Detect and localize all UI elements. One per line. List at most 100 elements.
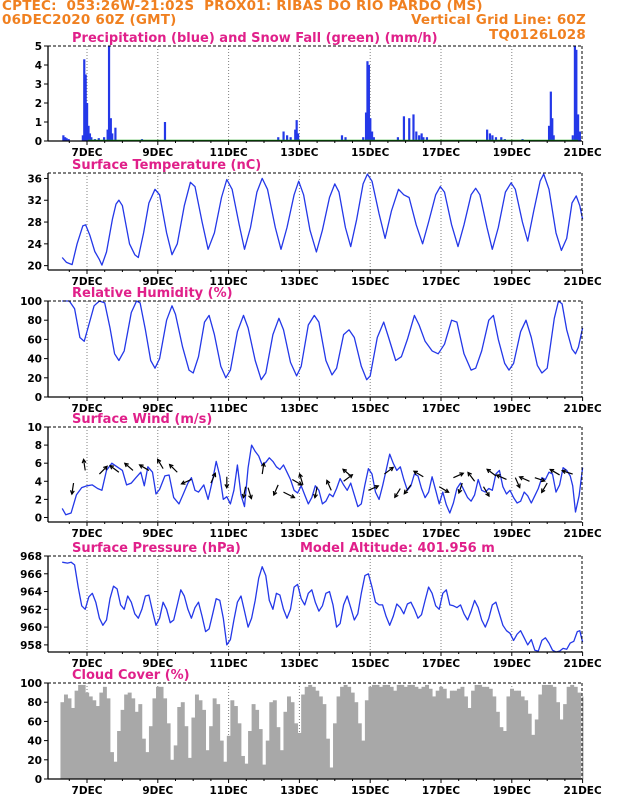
wind-arrow bbox=[343, 474, 353, 482]
cloud-bar bbox=[276, 727, 281, 779]
wind-arrow-head bbox=[516, 483, 521, 489]
wind-arrow bbox=[124, 462, 134, 471]
humidity-title: Relative Humidity (%) bbox=[72, 286, 233, 301]
cloud-bar bbox=[166, 723, 171, 779]
cloud-bar bbox=[556, 702, 560, 779]
cloud-cover-xtick-label: 7DEC bbox=[72, 785, 103, 797]
wind-arrow bbox=[519, 476, 530, 482]
cloud-bar bbox=[460, 686, 465, 779]
pressure-title: Surface Pressure (hPa) bbox=[72, 541, 241, 556]
pressure-xtick-label: 19DEC bbox=[493, 658, 532, 670]
cloud-bar bbox=[99, 692, 104, 779]
wind-xtick-label: 17DEC bbox=[422, 528, 461, 540]
temperature-ytick-label: 20 bbox=[27, 261, 42, 273]
cloud-cover-ytick-label: 80 bbox=[27, 697, 42, 709]
cloud-bar bbox=[435, 690, 440, 779]
cloud-bar bbox=[347, 686, 352, 779]
precip-bar bbox=[369, 118, 372, 141]
cloud-bar bbox=[113, 761, 118, 779]
wind-arrow bbox=[181, 478, 192, 485]
cloud-bar bbox=[106, 698, 111, 779]
cloud-cover-xtick-label: 21DEC bbox=[563, 785, 602, 797]
cloud-bar bbox=[552, 686, 557, 779]
humidity-ytick-label: 60 bbox=[27, 334, 42, 346]
cloud-bar bbox=[262, 764, 267, 779]
humidity-ytick-label: 20 bbox=[27, 373, 42, 385]
wind-arrow bbox=[562, 470, 573, 475]
wind-arrow-head bbox=[272, 490, 278, 497]
wind-arrow-head bbox=[389, 466, 395, 472]
precipitation-ytick-label: 0 bbox=[35, 136, 42, 148]
cloud-bar bbox=[566, 686, 571, 779]
precip-bar bbox=[277, 137, 280, 141]
precip-bar bbox=[494, 137, 498, 141]
cloud-cover-xtick-label: 19DEC bbox=[493, 785, 532, 797]
humidity-xtick-label: 21DEC bbox=[563, 403, 602, 415]
precip-bar bbox=[344, 137, 347, 141]
precip-bar bbox=[83, 59, 86, 141]
temperature-xtick-label: 19DEC bbox=[493, 276, 532, 288]
cloud-bar bbox=[290, 702, 295, 779]
cloud-bar bbox=[492, 696, 497, 779]
wind-arrow bbox=[438, 486, 449, 493]
cloud-bar bbox=[159, 686, 164, 779]
precip-bar bbox=[286, 135, 289, 141]
cloud-bar bbox=[386, 684, 391, 779]
cloud-bar bbox=[223, 761, 228, 779]
wind-xtick-label: 11DEC bbox=[209, 528, 248, 540]
cloud-bar bbox=[131, 698, 136, 779]
wind-line bbox=[61, 444, 584, 516]
precipitation-ytick-label: 4 bbox=[35, 60, 42, 72]
wind-arrow bbox=[368, 485, 379, 491]
humidity-xtick-label: 13DEC bbox=[280, 403, 319, 415]
cloud-bar bbox=[343, 684, 348, 779]
cloud-bar bbox=[389, 686, 394, 779]
cloud-bar bbox=[506, 696, 511, 779]
wind-arrow bbox=[413, 470, 424, 478]
wind-title: Surface Wind (m/s) bbox=[72, 412, 212, 427]
wind-arrow-head bbox=[313, 493, 318, 499]
cloud-bar bbox=[340, 686, 345, 779]
precip-bar bbox=[86, 103, 89, 141]
wind-arrow-head bbox=[69, 490, 75, 496]
cloud-bar bbox=[145, 752, 150, 779]
wind-arrow-head bbox=[297, 481, 303, 486]
wind-xtick-label: 21DEC bbox=[563, 528, 602, 540]
wind-arrow-head bbox=[261, 461, 266, 468]
wind-arrow-head bbox=[168, 463, 174, 469]
cloud-bar bbox=[248, 731, 253, 779]
cloud-bar bbox=[414, 686, 419, 779]
cloud-bar bbox=[350, 692, 355, 779]
cloud-bar bbox=[318, 696, 323, 779]
cloud-bar bbox=[527, 713, 532, 779]
cloud-cover-ytick-label: 40 bbox=[27, 736, 42, 748]
precip-bar bbox=[422, 137, 425, 141]
cloud-bar bbox=[233, 706, 238, 779]
wind-ytick-label: 6 bbox=[35, 458, 42, 470]
cloud-bar bbox=[148, 726, 153, 779]
precip-bar bbox=[282, 131, 285, 141]
cloud-bar bbox=[510, 688, 514, 779]
cloud-bar bbox=[517, 690, 522, 779]
cloud-bar bbox=[191, 717, 196, 779]
humidity-xtick-label: 15DEC bbox=[351, 403, 390, 415]
pressure-xtick-label: 21DEC bbox=[563, 658, 602, 670]
cloud-bar bbox=[141, 738, 146, 779]
wind-arrow-head bbox=[248, 494, 253, 500]
wind-arrow bbox=[342, 468, 352, 477]
precip-bar bbox=[107, 46, 111, 141]
cloud-bar bbox=[237, 723, 242, 779]
wind-ytick-label: 10 bbox=[27, 422, 42, 434]
wind-arrow-head bbox=[211, 472, 217, 478]
cloud-bar bbox=[209, 726, 214, 779]
wind-arrow-head bbox=[241, 493, 247, 499]
cloud-bar bbox=[294, 723, 299, 779]
precip-bar bbox=[370, 131, 374, 141]
grid-line-note: Vertical Grid Line: 60Z bbox=[410, 12, 586, 28]
wind-arrow bbox=[169, 464, 178, 473]
cloud-bar bbox=[120, 709, 125, 779]
pressure-xtick-label: 17DEC bbox=[422, 658, 461, 670]
wind-arrow-head bbox=[123, 462, 129, 468]
precipitation-ytick-label: 5 bbox=[35, 41, 42, 53]
wind-arrow-head bbox=[549, 468, 555, 474]
